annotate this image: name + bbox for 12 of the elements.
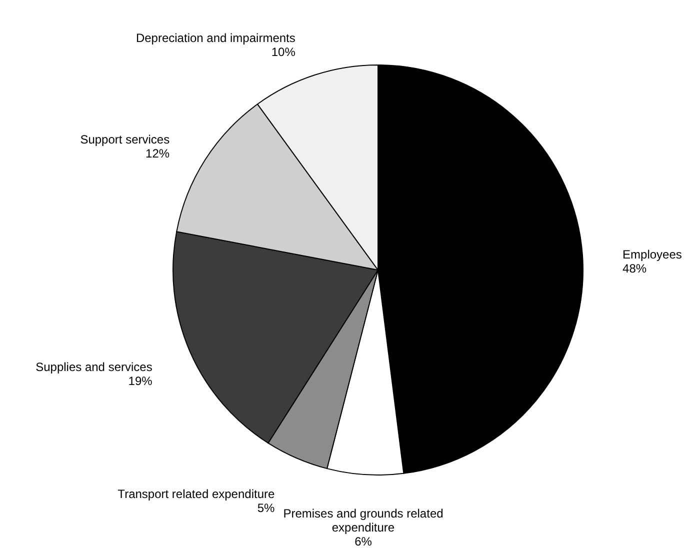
slice-label: Depreciation and impairments — [136, 30, 296, 45]
data-label: 5% — [257, 500, 275, 515]
slice-label: Premises and grounds related expenditure — [283, 506, 444, 535]
slice-label: Supplies and services — [36, 360, 152, 374]
slice-label: Transport related expenditure — [118, 486, 275, 501]
data-label: 6% — [354, 534, 372, 548]
slice-label: Support services — [80, 132, 170, 146]
slice-label: Employees — [622, 248, 682, 262]
data-label: 12% — [146, 146, 170, 160]
data-label: 10% — [271, 44, 296, 59]
data-label: 48% — [622, 262, 647, 276]
data-label: 19% — [128, 374, 153, 388]
